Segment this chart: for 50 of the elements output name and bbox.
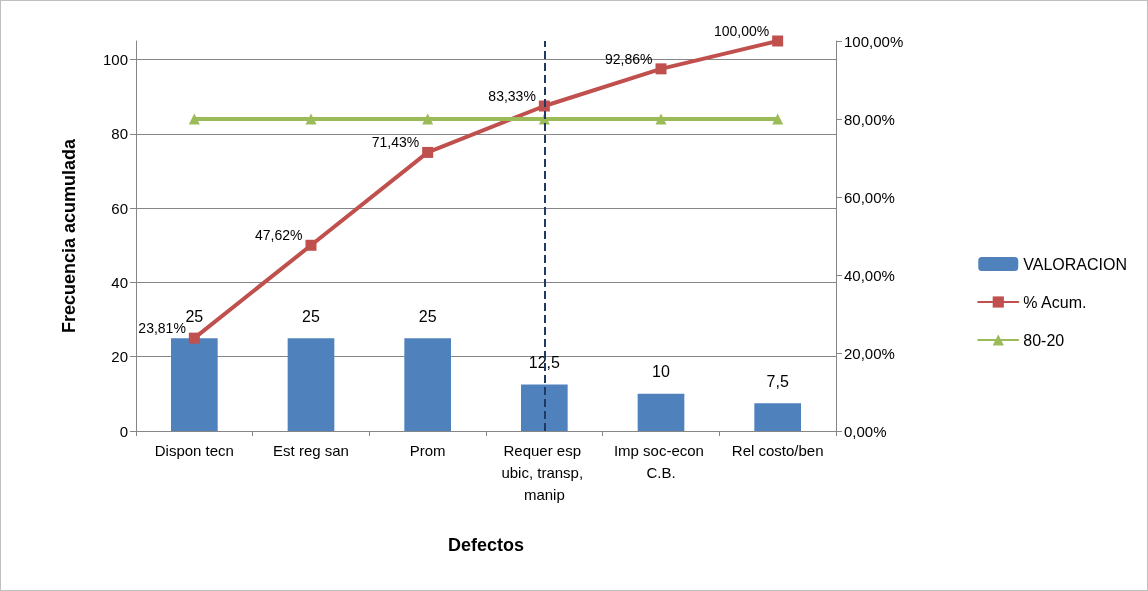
- data-label: 47,62%: [255, 227, 303, 244]
- data-label: 25: [418, 307, 437, 325]
- legend-label: VALORACION: [1023, 255, 1128, 273]
- bar: [171, 338, 218, 431]
- bar: [287, 338, 335, 431]
- x-tick-label: Requer esp ubic, transp, manip: [501, 441, 588, 503]
- point: [188, 113, 200, 125]
- x-tick-label: Prom: [409, 441, 446, 459]
- y2-tick-label: 80,00%: [844, 110, 895, 128]
- y-tick-label: 100: [102, 51, 128, 69]
- y2-tick-label: 40,00%: [844, 266, 895, 284]
- y2-tick-label: 60,00%: [844, 188, 895, 206]
- y-tick-label: 20: [111, 348, 128, 366]
- point: [655, 63, 667, 75]
- data-label: 71,43%: [371, 134, 420, 151]
- bar: [754, 403, 801, 431]
- legend-label: 80-20: [1023, 331, 1065, 349]
- y2-tick-label: 0,00%: [844, 422, 887, 440]
- data-label: 23,81%: [138, 320, 186, 337]
- bar: [637, 393, 685, 431]
- bar: [521, 384, 568, 431]
- data-label: 25: [185, 307, 204, 325]
- y-axis-title: Frecuencia acumulada: [59, 137, 79, 334]
- x-tick-label: Dispon tecn: [154, 441, 234, 459]
- bar: [404, 338, 451, 431]
- y-tick-label: 80: [111, 125, 128, 143]
- data-label: 25: [302, 307, 320, 325]
- point: [188, 332, 200, 344]
- data-label: 100,00%: [713, 23, 770, 39]
- point: [772, 35, 784, 47]
- point: [772, 113, 784, 125]
- y-tick-label: 60: [111, 199, 128, 217]
- y2-tick-label: 100,00%: [844, 32, 904, 50]
- y-tick-label: 40: [111, 273, 128, 291]
- data-label: 10: [652, 363, 670, 381]
- data-label: 7,5: [766, 372, 789, 390]
- x-tick-label: Rel costo/ben: [731, 441, 824, 459]
- legend-label: % Acum.: [1023, 293, 1087, 311]
- data-label: 83,33%: [488, 88, 536, 105]
- point: [305, 113, 317, 125]
- y-tick-label: 0: [119, 422, 128, 440]
- x-tick-label: Est reg san: [273, 441, 349, 459]
- point: [305, 239, 317, 251]
- point: [655, 113, 667, 125]
- y2-tick-label: 20,00%: [844, 344, 895, 362]
- x-axis-title: Defectos: [447, 535, 525, 555]
- point: [422, 113, 434, 125]
- x-tick-label: Imp soc-econ C.B.: [613, 441, 709, 481]
- point: [422, 146, 434, 158]
- data-label: 92,86%: [605, 50, 653, 67]
